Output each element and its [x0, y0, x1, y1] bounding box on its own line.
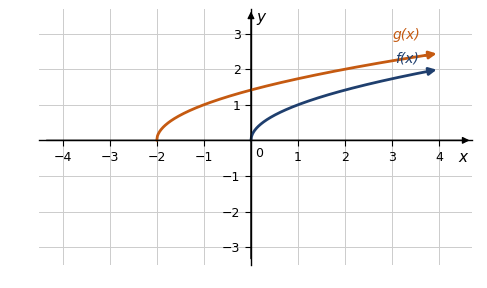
- Text: y: y: [257, 10, 265, 25]
- Text: f(x): f(x): [394, 52, 418, 66]
- Text: 0: 0: [255, 147, 262, 160]
- Text: x: x: [459, 150, 468, 165]
- Text: g(x): g(x): [393, 29, 420, 42]
